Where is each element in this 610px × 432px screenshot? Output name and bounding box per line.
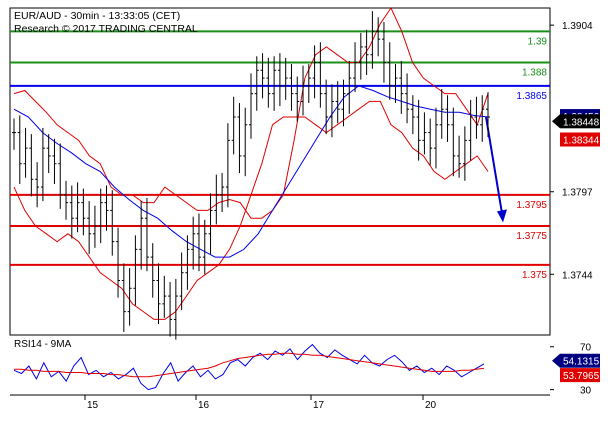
rsi-label-text: 53.7965 <box>563 371 600 382</box>
rsi-panel: RSI14 - 9MA 70 30 54.1315 53.7965 <box>13 339 600 397</box>
moving-average-line <box>13 85 489 258</box>
price-bars <box>12 11 490 340</box>
x-tick-label: 15 <box>87 400 99 411</box>
level-label-2: 1.388 <box>522 68 547 79</box>
chart-title: EUR/AUD - 30min - 13:33:05 (CET) <box>14 10 181 22</box>
price-label-box <box>560 114 600 129</box>
x-tick-label: 20 <box>425 400 437 411</box>
x-tick-label: 17 <box>313 400 325 411</box>
y-tick-label: 1.3797 <box>562 188 593 199</box>
bollinger-lower-line <box>13 100 489 320</box>
y-tick-label: 1.3744 <box>562 270 593 281</box>
forecast-arrow-shaft <box>485 116 503 214</box>
rsi-ma-line <box>14 352 485 378</box>
level-label-5: 1.3775 <box>516 231 547 242</box>
x-tick-label: 16 <box>198 400 210 411</box>
level-label-3: 1.3865 <box>516 91 547 102</box>
forecast-arrow-head <box>497 209 507 223</box>
axes: 1.3904 1.3797 1.3744 15 16 17 20 <box>84 21 593 411</box>
chart-copyright: Research © 2017 TRADING CENTRAL <box>14 23 198 35</box>
rsi-label-text: 54.1315 <box>563 357 600 368</box>
price-label-text: 1.38344 <box>563 136 600 147</box>
price-label-text: 1.38448 <box>563 117 600 128</box>
rsi-line <box>13 343 485 391</box>
rsi-label-box <box>560 368 600 383</box>
level-label-1: 1.39 <box>528 36 548 47</box>
indicator-bands <box>13 6 507 320</box>
y-tick-label: 1.3904 <box>562 21 593 32</box>
level-label-4: 1.3795 <box>516 200 547 211</box>
rsi-y-tick-label: 70 <box>580 343 592 354</box>
rsi-label-box <box>560 353 600 368</box>
price-label-box <box>560 132 600 147</box>
bollinger-upper-line <box>13 6 489 219</box>
rsi-y-tick-label: 30 <box>580 386 592 397</box>
rsi-title: RSI14 - 9MA <box>14 339 72 350</box>
rsi-pointer <box>552 353 560 368</box>
price-pointer <box>552 114 560 129</box>
level-label-6: 1.375 <box>522 270 547 281</box>
